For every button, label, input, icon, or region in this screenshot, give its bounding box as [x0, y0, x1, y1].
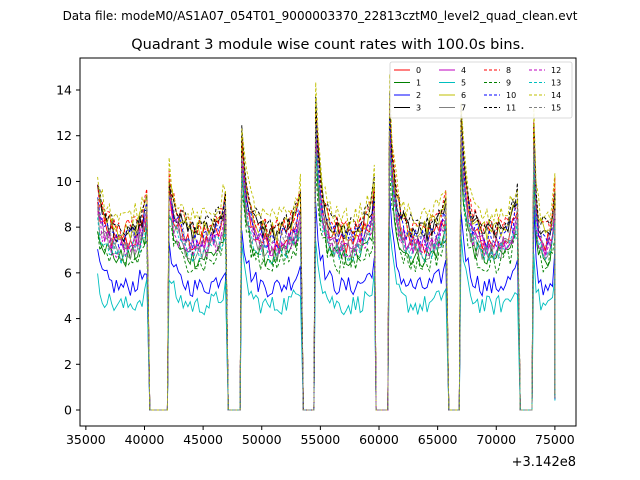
legend-label: 2 — [416, 91, 421, 100]
series-line-2 — [97, 193, 556, 411]
legend-label: 11 — [506, 104, 516, 113]
series-line-4 — [97, 129, 556, 411]
x-tick-label: 75000 — [535, 432, 575, 447]
legend-label: 5 — [461, 79, 466, 88]
y-tick-label: 4 — [64, 311, 72, 326]
x-offset-text: +3.142e8 — [512, 455, 576, 470]
x-tick-label: 35000 — [66, 432, 106, 447]
legend-label: 1 — [416, 79, 421, 88]
series-line-8 — [97, 100, 556, 411]
legend-label: 12 — [551, 66, 561, 75]
legend-label: 6 — [461, 91, 466, 100]
legend-label: 10 — [506, 91, 516, 100]
y-tick-label: 12 — [56, 128, 72, 143]
x-axis: 35000 40000 45000 50000 55000 60000 65000 70000… — [66, 426, 575, 447]
x-tick-label: 45000 — [183, 432, 223, 447]
legend-box — [389, 61, 573, 119]
series-line-9 — [97, 161, 556, 411]
legend-label: 14 — [551, 91, 561, 100]
series-line-3 — [97, 102, 556, 411]
y-tick-label: 14 — [56, 83, 72, 98]
series-line-7 — [97, 142, 556, 411]
series-line-10 — [97, 115, 556, 411]
y-tick-label: 8 — [64, 220, 72, 235]
y-tick-label: 0 — [64, 403, 72, 418]
y-axis: 0 2 4 6 8 10 12 14 — [56, 83, 80, 418]
x-tick-label: 55000 — [300, 432, 340, 447]
series-layer — [97, 73, 556, 411]
series-line-12 — [97, 136, 556, 411]
legend-label: 4 — [461, 66, 466, 75]
series-line-11 — [97, 91, 556, 411]
legend-label: 8 — [506, 66, 511, 75]
series-line-15 — [97, 124, 556, 411]
legend-label: 15 — [551, 104, 561, 113]
chart-title: Quadrant 3 module wise count rates with … — [131, 37, 525, 53]
legend-label: 0 — [416, 66, 421, 75]
y-tick-label: 6 — [64, 265, 72, 280]
legend-label: 13 — [551, 79, 561, 88]
y-tick-label: 2 — [64, 357, 72, 372]
x-tick-label: 60000 — [359, 432, 399, 447]
y-tick-label: 10 — [56, 174, 72, 189]
axes-frame — [79, 57, 577, 427]
legend-label: 7 — [461, 104, 466, 113]
legend-label: 3 — [416, 104, 421, 113]
x-tick-label: 65000 — [418, 432, 458, 447]
x-tick-label: 50000 — [242, 432, 282, 447]
legend-label: 9 — [506, 79, 511, 88]
series-line-6 — [97, 107, 556, 411]
figure-suptitle: Data file: modeM0/AS1A07_054T01_90000033… — [63, 9, 578, 23]
series-line-14 — [97, 73, 556, 411]
series-line-0 — [97, 119, 556, 411]
x-tick-label: 70000 — [476, 432, 516, 447]
series-line-5 — [97, 227, 556, 411]
x-tick-label: 40000 — [125, 432, 165, 447]
